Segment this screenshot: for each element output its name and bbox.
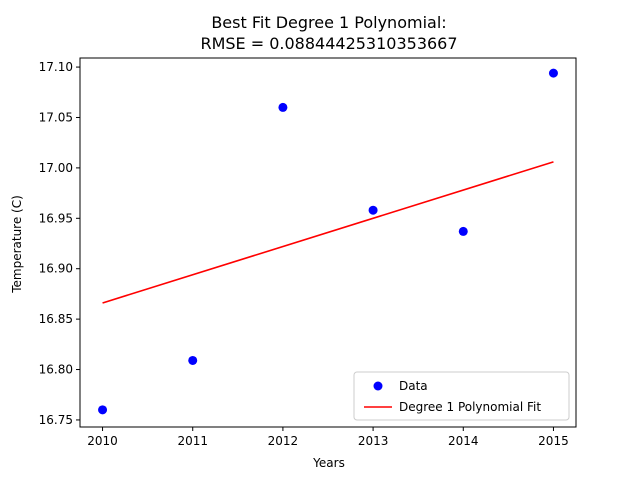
y-tick-label: 16.80: [39, 363, 73, 377]
x-axis-label: Years: [312, 456, 345, 470]
y-tick-label: 17.00: [39, 161, 73, 175]
y-axis-label: Temperature (C): [10, 195, 24, 294]
x-tick-label: 2013: [358, 434, 389, 448]
x-tick-label: 2011: [177, 434, 208, 448]
chart-title-line-2: RMSE = 0.08844425310353667: [200, 34, 457, 53]
y-tick-label: 17.05: [39, 110, 73, 124]
x-tick-label: 2012: [268, 434, 299, 448]
legend-label-fit: Degree 1 Polynomial Fit: [399, 400, 541, 414]
x-tick-label: 2014: [448, 434, 479, 448]
fit-line: [102, 161, 554, 304]
data-point: [458, 226, 468, 236]
data-point: [368, 205, 378, 215]
legend-box: [353, 371, 570, 421]
legend-marker-data: [373, 381, 383, 391]
legend-label-data: Data: [399, 379, 428, 393]
data-point: [98, 405, 108, 415]
y-tick-label: 16.90: [39, 262, 73, 276]
data-point: [278, 102, 288, 112]
legend: Data Degree 1 Polynomial Fit: [353, 371, 570, 421]
y-tick-label: 16.95: [39, 211, 73, 225]
chart-title-line-1: Best Fit Degree 1 Polynomial:: [211, 13, 446, 32]
plot-frame: [79, 57, 577, 428]
x-tick-label: 2010: [87, 434, 118, 448]
plot-area: 2010 2011 2012 2013 2014 2015 16.75 16.80 16.85 1…: [39, 57, 577, 448]
data-point: [548, 68, 558, 78]
y-tick-label: 17.10: [39, 60, 73, 74]
y-tick-label: 16.85: [39, 312, 73, 326]
data-point: [188, 355, 198, 365]
y-tick-label: 16.75: [39, 413, 73, 427]
x-tick-label: 2015: [538, 434, 569, 448]
